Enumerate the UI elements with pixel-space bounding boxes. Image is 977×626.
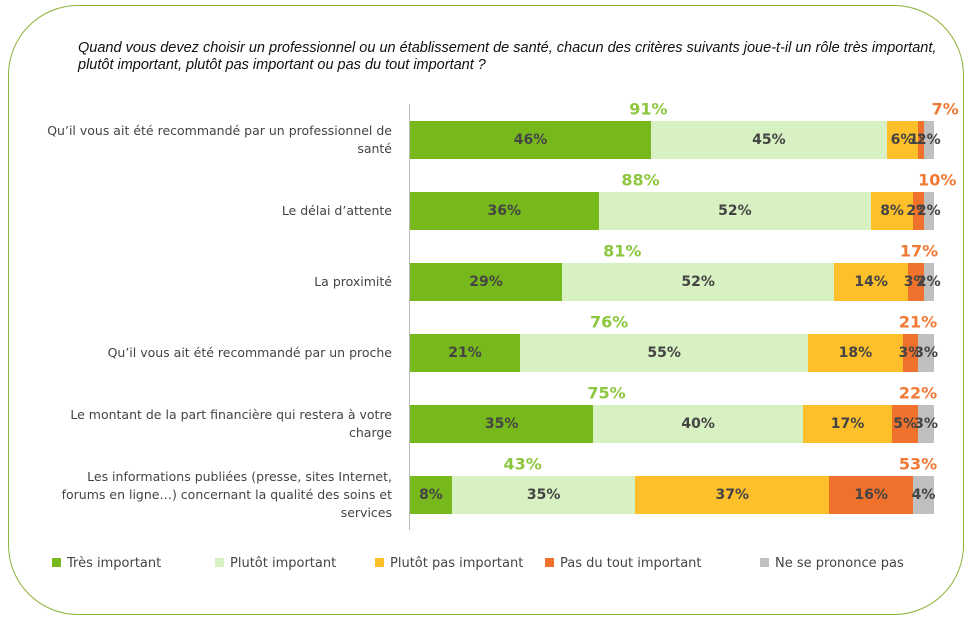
- bar-segment: [913, 476, 934, 514]
- bar-segment: [923, 263, 934, 301]
- value-label: 18%: [838, 345, 873, 361]
- total-label: 53%: [898, 454, 938, 474]
- category-label: Les informations publiées (presse, sites…: [61, 469, 392, 520]
- value-label: 3%: [914, 345, 939, 361]
- value-label: 55%: [647, 345, 681, 361]
- legend-swatch: [760, 558, 769, 567]
- bar-segment: [651, 121, 887, 159]
- bar-segment: [918, 405, 934, 443]
- category-label: Le délai d’attente: [281, 203, 392, 218]
- category-label: Qu’il vous ait été recommandé par un pro…: [47, 123, 392, 156]
- total-label: 43%: [503, 454, 542, 474]
- total-label: 22%: [898, 383, 938, 403]
- value-label: 2%: [916, 132, 941, 148]
- value-label: 40%: [681, 416, 715, 432]
- bar-segment: [598, 192, 872, 230]
- value-label: 37%: [715, 487, 750, 503]
- value-label: 14%: [854, 274, 888, 290]
- bar-segment: [913, 192, 924, 230]
- value-label: 52%: [718, 203, 752, 219]
- legend-swatch: [545, 558, 554, 567]
- legend-item: Plutôt pas important: [375, 556, 523, 571]
- total-label: 21%: [898, 312, 938, 332]
- total-label: 91%: [629, 99, 668, 119]
- legend-label: Très important: [67, 556, 162, 571]
- total-label: 7%: [931, 99, 959, 119]
- value-label: 2%: [916, 274, 941, 290]
- legend-item: Plutôt important: [215, 556, 336, 571]
- bar-segment: [923, 192, 934, 230]
- value-label: 46%: [513, 132, 548, 148]
- value-label: 52%: [681, 274, 715, 290]
- total-label: 88%: [621, 170, 660, 190]
- value-label: 3%: [898, 345, 923, 361]
- value-label: 4%: [911, 487, 936, 503]
- bar-segment: [561, 263, 835, 301]
- bar-segment: [451, 476, 636, 514]
- legend-item: Très important: [52, 556, 161, 571]
- legend-swatch: [375, 558, 384, 567]
- y-axis: [409, 104, 410, 530]
- total-label: 75%: [587, 383, 626, 403]
- value-label: 8%: [419, 487, 443, 503]
- bar-segment: [520, 334, 809, 372]
- bar-segment: [410, 121, 652, 159]
- value-label: 21%: [448, 345, 482, 361]
- bar-segment: [902, 334, 919, 372]
- value-label: 35%: [526, 487, 561, 503]
- bar-segment: [923, 121, 934, 159]
- bar-segment: [410, 334, 521, 372]
- bar-segment: [803, 405, 893, 443]
- bar-segment: [886, 121, 919, 159]
- category-label: La proximité: [314, 274, 392, 289]
- value-label: 16%: [854, 487, 888, 503]
- bar-segment: [918, 334, 934, 372]
- category-label: Le montant de la part financière qui res…: [70, 407, 392, 440]
- value-label: 35%: [484, 416, 519, 432]
- bar-segment: [808, 334, 903, 372]
- bar-segment: [410, 263, 562, 301]
- total-label: 10%: [918, 170, 957, 190]
- total-label: 76%: [589, 312, 629, 332]
- bar-segment: [907, 263, 924, 301]
- value-label: 29%: [469, 274, 503, 290]
- value-label: 17%: [830, 416, 865, 432]
- bar-segment: [593, 405, 803, 443]
- bar-segment: [871, 192, 914, 230]
- legend-swatch: [52, 558, 61, 567]
- total-label: 17%: [899, 241, 939, 261]
- value-label: 3%: [903, 274, 928, 290]
- bar-segment: [829, 476, 914, 514]
- legend-label: Plutôt pas important: [390, 556, 524, 571]
- legend-item: Ne se prononce pas: [760, 556, 904, 571]
- legend-label: Pas du tout important: [560, 556, 702, 571]
- bar-segment: [834, 263, 908, 301]
- frame: [8, 5, 964, 615]
- bar-segment: [410, 192, 599, 230]
- bar-segment: [410, 405, 594, 443]
- value-label: 45%: [752, 132, 786, 148]
- bar-segment: [410, 476, 452, 514]
- legend-swatch: [215, 558, 224, 567]
- value-label: 8%: [880, 203, 904, 219]
- bar-segment: [918, 121, 924, 159]
- chart-title: Quand vous devez choisir un professionne…: [78, 40, 937, 73]
- value-label: 3%: [914, 416, 939, 432]
- total-label: 81%: [603, 241, 642, 261]
- value-label: 6%: [890, 132, 915, 148]
- category-label: Qu’il vous ait été recommandé par un pro…: [107, 345, 392, 360]
- legend-label: Ne se prononce pas: [775, 556, 904, 571]
- value-label: 2%: [916, 203, 941, 219]
- value-label: 5%: [893, 416, 918, 432]
- legend-label: Plutôt important: [230, 556, 337, 571]
- value-label: 36%: [487, 203, 522, 219]
- legend-item: Pas du tout important: [545, 556, 702, 571]
- bar-segment: [635, 476, 830, 514]
- bar-segment: [892, 405, 919, 443]
